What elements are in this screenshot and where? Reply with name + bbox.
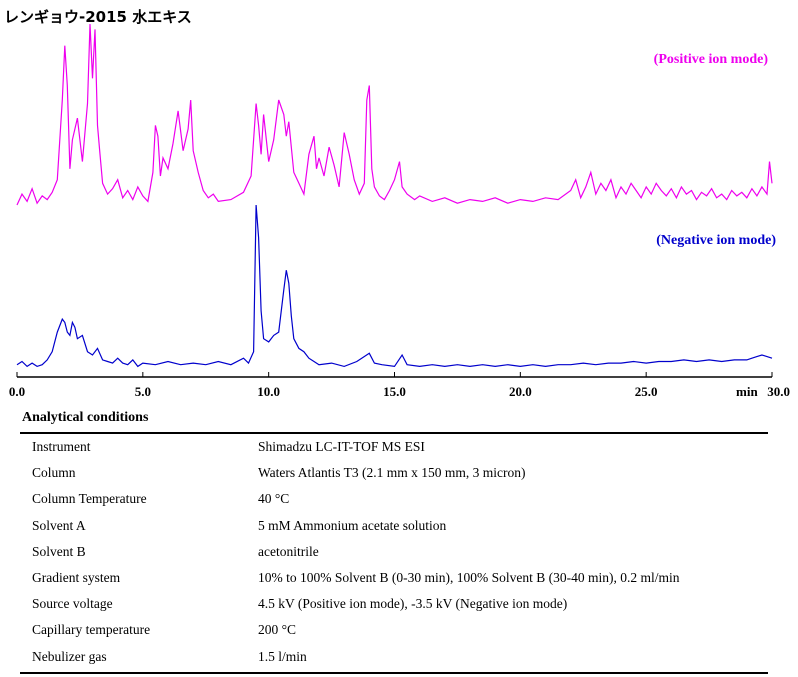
condition-label: Solvent B [32, 543, 86, 559]
condition-value: 10% to 100% Solvent B (0-30 min), 100% S… [258, 570, 680, 586]
condition-label: Solvent A [32, 517, 86, 533]
negative-mode-label: (Negative ion mode) [656, 233, 776, 248]
positive-ion-chromatogram [16, 23, 773, 206]
conditions-row: Source voltage 4.5 kV (Positive ion mode)… [20, 591, 768, 617]
conditions-heading: Analytical conditions [22, 410, 149, 425]
condition-value: Waters Atlantis T3 (2.1 mm x 150 mm, 3 m… [258, 465, 526, 481]
conditions-row: Solvent A 5 mM Ammonium acetate solution [20, 513, 768, 539]
x-tick-label: 10.0 [257, 384, 280, 399]
conditions-table: Instrument Shimadzu LC-IT-TOF MS ESI Colum… [20, 434, 768, 670]
conditions-top-rule [20, 432, 768, 434]
condition-value: Shimadzu LC-IT-TOF MS ESI [258, 439, 425, 455]
negative-ion-chromatogram [16, 204, 773, 368]
conditions-row: Instrument Shimadzu LC-IT-TOF MS ESI [20, 434, 768, 460]
conditions-row: Column Temperature 40 °C [20, 486, 768, 512]
condition-label: Column [32, 465, 76, 481]
positive-ion-trace [16, 23, 773, 206]
condition-label: Capillary temperature [32, 622, 151, 638]
x-tick-label: 20.0 [509, 384, 532, 399]
conditions-row: Capillary temperature 200 °C [20, 617, 768, 643]
conditions-row: Gradient system 10% to 100% Solvent B (0-… [20, 565, 768, 591]
condition-label: Instrument [32, 439, 91, 455]
x-tick-label: 5.0 [135, 384, 151, 399]
x-axis-ticks: 0.0 5.0 10.0 15.0 20.0 25.0 30.0 [9, 372, 790, 399]
condition-value: 4.5 kV (Positive ion mode), -3.5 kV (Neg… [258, 596, 568, 612]
chromatogram-chart: (Positive ion mode) (Negative ion mode) … [9, 23, 790, 399]
x-tick-label: 30.0 [767, 384, 790, 399]
x-tick-label: 25.0 [635, 384, 658, 399]
conditions-row: Nebulizer gas 1.5 l/min [20, 644, 768, 670]
conditions-bottom-rule [20, 671, 768, 674]
condition-value: 200 °C [258, 622, 297, 638]
condition-label: Nebulizer gas [32, 648, 107, 664]
condition-value: 1.5 l/min [258, 648, 307, 664]
x-tick-label: 15.0 [383, 384, 406, 399]
positive-mode-label: (Positive ion mode) [654, 52, 769, 67]
condition-value: 40 °C [258, 491, 290, 507]
x-axis-unit-label: min [736, 384, 758, 399]
condition-value: acetonitrile [258, 543, 319, 559]
x-tick-label: 0.0 [9, 384, 25, 399]
negative-ion-trace [16, 204, 773, 368]
condition-label: Source voltage [32, 596, 113, 612]
condition-label: Gradient system [32, 570, 121, 586]
conditions-row: Column Waters Atlantis T3 (2.1 mm x 150 m… [20, 460, 768, 486]
conditions-table-body: Instrument Shimadzu LC-IT-TOF MS ESI Colum… [20, 434, 768, 670]
analytical-conditions: Analytical conditions Instrument Shimadzu… [20, 410, 768, 674]
condition-value: 5 mM Ammonium acetate solution [258, 517, 447, 533]
page-title: レンギョウ-2015 水エキス [4, 8, 192, 26]
condition-label: Column Temperature [32, 491, 147, 507]
conditions-row: Solvent B acetonitrile [20, 539, 768, 565]
